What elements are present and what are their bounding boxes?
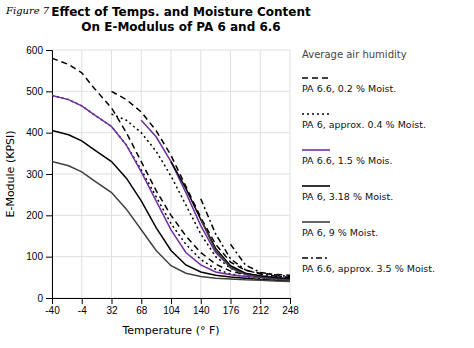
y-grid-line xyxy=(52,132,290,133)
y-grid-line xyxy=(52,50,290,51)
y-tick-mark xyxy=(46,174,52,175)
y-tick-mark xyxy=(46,257,52,258)
x-tick-label: -4 xyxy=(78,305,87,316)
y-tick-label: 0 xyxy=(37,293,43,304)
legend: PA 6.6, 0.2 % Moist. PA 6, approx. 0.4 % … xyxy=(302,78,435,274)
y-tick-label: 300 xyxy=(26,169,43,180)
y-tick: 500 xyxy=(26,86,52,97)
y-tick-mark xyxy=(46,133,52,134)
x-tick-mark xyxy=(112,298,113,304)
y-grid-line xyxy=(52,256,290,257)
x-tick-mark xyxy=(141,298,142,304)
legend-label: PA 6.6, 1.5 % Mois. xyxy=(302,155,393,166)
x-tick-label: 248 xyxy=(282,305,299,316)
x-tick: -4 xyxy=(78,298,87,316)
y-tick-label: 100 xyxy=(26,251,43,262)
legend-swatch xyxy=(302,77,330,79)
x-tick: -40 xyxy=(45,298,60,316)
y-tick-label: 200 xyxy=(26,210,43,221)
x-tick-mark xyxy=(260,298,261,304)
series-line xyxy=(112,91,291,275)
series-line xyxy=(201,219,290,280)
x-tick-mark xyxy=(171,298,172,304)
x-tick-label: -40 xyxy=(45,305,60,316)
y-tick-label: 500 xyxy=(26,86,43,97)
x-tick: 140 xyxy=(193,298,210,316)
series-line xyxy=(52,58,290,277)
y-tick-mark xyxy=(46,215,52,216)
y-tick: 200 xyxy=(26,210,52,221)
y-tick: 400 xyxy=(26,127,52,138)
y-axis: 0 100 200 300 400 500 600 xyxy=(26,45,52,304)
y-tick-label: 400 xyxy=(26,127,43,138)
x-axis-line xyxy=(53,299,291,305)
x-tick-mark xyxy=(231,298,232,304)
figure-label: Figure 7 xyxy=(5,5,50,16)
legend-swatch xyxy=(302,221,330,223)
y-tick: 0 xyxy=(37,293,52,304)
legend-label: PA 6.6, 0.2 % Moist. xyxy=(302,83,396,94)
y-axis-title: E-Module (KPSI) xyxy=(4,130,17,217)
y-tick-mark xyxy=(46,298,52,299)
series-line xyxy=(52,162,290,282)
x-tick: 176 xyxy=(223,298,240,316)
subtitle: Average air humidity xyxy=(302,49,407,60)
series-line xyxy=(52,131,290,281)
series-line xyxy=(52,95,290,279)
y-grid-line xyxy=(52,91,290,92)
y-tick-mark xyxy=(46,91,52,92)
legend-swatch xyxy=(302,113,330,115)
y-tick: 100 xyxy=(26,251,52,262)
x-tick-label: 140 xyxy=(193,305,210,316)
series-line xyxy=(231,244,291,276)
series-line xyxy=(52,95,290,279)
x-tick: 104 xyxy=(163,298,180,316)
legend-swatch xyxy=(302,149,330,151)
title: Effect of Temps. and Moisture Content xyxy=(51,5,311,19)
x-tick-mark xyxy=(201,298,202,304)
x-tick: 68 xyxy=(136,298,148,316)
x-tick-label: 68 xyxy=(136,305,148,316)
y-tick: 600 xyxy=(26,45,52,56)
x-tick-label: 212 xyxy=(252,305,269,316)
x-axis-title: Temperature (° F) xyxy=(121,324,219,337)
x-axis: -40 -4 32 68 104 140 176 212 248 xyxy=(45,298,299,316)
title: On E-Modulus of PA 6 and 6.6 xyxy=(81,20,280,34)
series-line xyxy=(171,162,290,279)
legend-swatch xyxy=(302,185,330,187)
y-tick-mark xyxy=(46,50,52,51)
y-tick: 300 xyxy=(26,169,52,180)
x-tick-label: 32 xyxy=(106,305,118,316)
x-tick-label: 104 xyxy=(163,305,180,316)
y-axis-line xyxy=(46,51,53,299)
legend-label: PA 6.6, approx. 3.5 % Moist. xyxy=(302,263,435,274)
series-line xyxy=(201,199,290,278)
x-tick-mark xyxy=(82,298,83,304)
x-tick-mark xyxy=(290,298,291,304)
x-tick: 212 xyxy=(252,298,269,316)
series-line xyxy=(141,120,290,278)
x-tick-label: 176 xyxy=(223,305,240,316)
x-tick: 32 xyxy=(106,298,118,316)
grid xyxy=(52,50,290,298)
legend-label: PA 6, approx. 0.4 % Moist. xyxy=(302,119,426,130)
chart: -40 -4 32 68 104 140 176 212 248 0 100 200 300 400 500… xyxy=(0,0,474,348)
lines xyxy=(52,58,290,281)
legend-swatch xyxy=(302,257,330,259)
legend-label: PA 6, 3.18 % Moist. xyxy=(302,191,393,202)
legend-label: PA 6, 9 % Moist. xyxy=(302,227,378,238)
x-tick: 248 xyxy=(282,298,299,316)
y-grid-line xyxy=(52,174,290,175)
y-tick-label: 600 xyxy=(26,45,43,56)
